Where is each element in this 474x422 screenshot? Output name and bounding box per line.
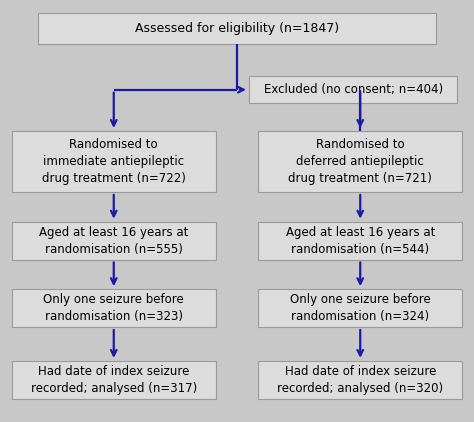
FancyBboxPatch shape bbox=[258, 289, 462, 327]
FancyBboxPatch shape bbox=[12, 131, 216, 192]
FancyBboxPatch shape bbox=[249, 76, 457, 103]
Text: Aged at least 16 years at
randomisation (n=555): Aged at least 16 years at randomisation … bbox=[39, 225, 189, 256]
Text: Assessed for eligibility (n=1847): Assessed for eligibility (n=1847) bbox=[135, 22, 339, 35]
Text: Only one seizure before
randomisation (n=324): Only one seizure before randomisation (n… bbox=[290, 293, 430, 323]
Text: Had date of index seizure
recorded; analysed (n=317): Had date of index seizure recorded; anal… bbox=[31, 365, 197, 395]
Text: Only one seizure before
randomisation (n=323): Only one seizure before randomisation (n… bbox=[44, 293, 184, 323]
FancyBboxPatch shape bbox=[12, 361, 216, 399]
FancyBboxPatch shape bbox=[12, 222, 216, 260]
Text: Excluded (no consent; n=404): Excluded (no consent; n=404) bbox=[264, 83, 443, 96]
Text: Randomised to
immediate antiepileptic
drug treatment (n=722): Randomised to immediate antiepileptic dr… bbox=[42, 138, 186, 185]
FancyBboxPatch shape bbox=[258, 131, 462, 192]
FancyBboxPatch shape bbox=[258, 361, 462, 399]
Text: Had date of index seizure
recorded; analysed (n=320): Had date of index seizure recorded; anal… bbox=[277, 365, 443, 395]
FancyBboxPatch shape bbox=[12, 289, 216, 327]
Text: Aged at least 16 years at
randomisation (n=544): Aged at least 16 years at randomisation … bbox=[285, 225, 435, 256]
Text: Randomised to
deferred antiepileptic
drug treatment (n=721): Randomised to deferred antiepileptic dru… bbox=[288, 138, 432, 185]
FancyBboxPatch shape bbox=[258, 222, 462, 260]
FancyBboxPatch shape bbox=[38, 13, 436, 44]
